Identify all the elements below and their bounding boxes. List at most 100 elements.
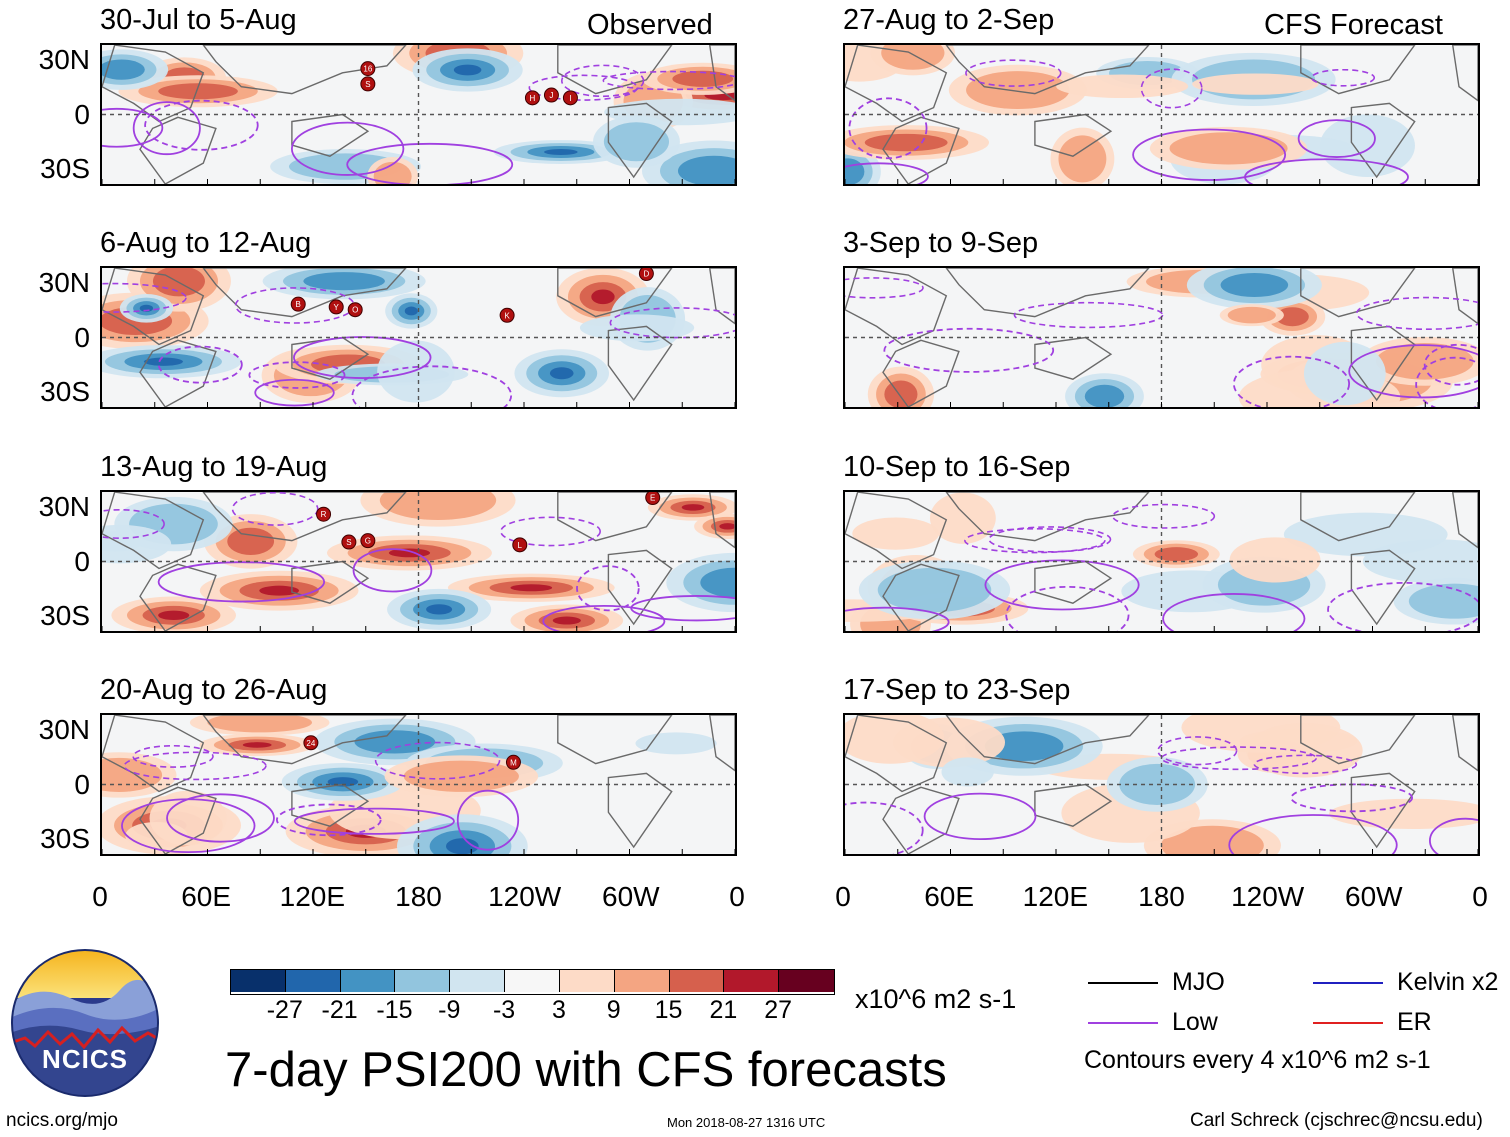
legend-swatch — [1088, 982, 1158, 984]
low-contour — [1348, 344, 1478, 399]
legend-label: Low — [1172, 1008, 1218, 1036]
legend-label: ER — [1397, 1008, 1432, 1036]
low-contour — [602, 70, 735, 91]
legend-label: Kelvin x2 — [1397, 968, 1499, 996]
map-panel: D B Y O K — [100, 266, 737, 409]
coastline — [882, 786, 960, 854]
x-tick-label: 180 — [395, 881, 442, 912]
logo-text: NCICS — [42, 1044, 128, 1074]
positive-anomaly — [1058, 135, 1107, 183]
footer-url[interactable]: ncics.org/mjo — [6, 1110, 118, 1131]
map-panel: E R S G L — [100, 490, 737, 633]
low-contour — [1415, 356, 1478, 407]
tropical-cyclone-marker: Y — [328, 299, 344, 315]
x-tick-label: 0 — [92, 881, 108, 912]
colorbar-label: 27 — [764, 996, 793, 1024]
coastline — [291, 113, 370, 157]
positive-anomaly — [672, 70, 734, 87]
storm-label: K — [504, 311, 510, 320]
coastline — [1034, 113, 1113, 157]
low-contour — [561, 64, 645, 98]
coastline — [291, 783, 370, 827]
positive-anomaly — [1239, 729, 1358, 754]
storm-label: G — [365, 537, 371, 546]
positive-anomaly — [1275, 307, 1309, 327]
coastline — [202, 492, 407, 542]
storm-label: B — [296, 300, 301, 309]
map-panel — [843, 713, 1480, 856]
coastline — [557, 715, 673, 765]
x-tick-label: 120W — [488, 881, 562, 912]
coastline — [1350, 772, 1416, 849]
coastline — [202, 268, 407, 318]
coastline — [1451, 492, 1478, 549]
map-canvas: D B Y O K — [102, 268, 735, 407]
colorbar-label: -9 — [438, 996, 461, 1024]
low-contour — [144, 99, 259, 151]
negative-anomaly — [700, 567, 735, 598]
positive-anomaly — [1192, 73, 1319, 95]
legend-label: MJO — [1172, 968, 1225, 996]
colorbar-label: 15 — [654, 996, 683, 1024]
forecast-label: CFS Forecast — [1264, 9, 1443, 41]
map-canvas — [845, 268, 1478, 407]
low-contour — [845, 277, 924, 299]
positive-anomaly — [403, 760, 519, 792]
map-panel — [843, 490, 1480, 633]
map-canvas — [845, 492, 1478, 631]
coastline — [607, 549, 673, 626]
low-contour — [346, 142, 514, 184]
storm-label: I — [569, 94, 571, 103]
positive-anomaly — [884, 380, 918, 407]
coastline — [202, 715, 407, 765]
coastline — [1034, 560, 1113, 604]
coastline — [557, 268, 673, 318]
colorbar-cell — [505, 970, 560, 992]
storm-label: S — [346, 538, 351, 547]
storm-label: O — [352, 306, 358, 315]
colorbar-cell — [559, 970, 615, 992]
tropical-cyclone-marker: H — [524, 90, 540, 106]
low-contour — [374, 741, 501, 780]
positive-anomaly — [227, 527, 275, 556]
low-contour — [883, 327, 1055, 373]
tropical-cyclone-marker: D — [638, 268, 654, 282]
map-canvas: E R S G L — [102, 492, 735, 631]
tropical-cyclone-marker: 16 — [360, 61, 376, 77]
negative-anomaly — [549, 367, 574, 380]
map-panel — [843, 43, 1480, 186]
coastline — [139, 116, 217, 184]
negative-anomaly — [877, 567, 992, 613]
panel-title: 17-Sep to 23-Sep — [843, 674, 1071, 706]
low-contour — [965, 59, 1062, 87]
colorbar-cell — [779, 970, 834, 992]
panel-title: 30-Jul to 5-Aug — [100, 4, 297, 36]
low-contour — [123, 751, 267, 781]
negative-anomaly — [446, 838, 479, 854]
coastline — [607, 772, 673, 849]
colorbar-cell — [614, 970, 670, 992]
ncics-logo-icon — [11, 949, 159, 1097]
map-canvas: 24 M — [102, 715, 735, 854]
coastline — [1451, 45, 1478, 102]
coastline — [1350, 549, 1416, 626]
y-tick-label: 30N — [38, 714, 90, 746]
x-tick-label: 120E — [1022, 881, 1089, 912]
map-canvas — [845, 715, 1478, 854]
positive-anomaly — [552, 616, 581, 625]
observed-label: Observed — [587, 9, 713, 41]
map-panel: 16 S H J I — [100, 43, 737, 186]
tropical-cyclone-marker: G — [360, 533, 376, 549]
y-tick-label: 30N — [38, 44, 90, 76]
negative-anomaly — [1084, 384, 1125, 407]
negative-anomaly — [377, 340, 455, 403]
storm-label: J — [549, 91, 553, 100]
panel-title: 13-Aug to 19-Aug — [100, 451, 328, 483]
positive-anomaly — [681, 504, 705, 511]
positive-anomaly — [1161, 825, 1264, 854]
positive-anomaly — [852, 517, 940, 550]
positive-anomaly — [158, 610, 190, 621]
legend-swatch — [1313, 1022, 1383, 1024]
low-contour — [528, 74, 638, 101]
tropical-cyclone-marker: L — [512, 537, 528, 553]
